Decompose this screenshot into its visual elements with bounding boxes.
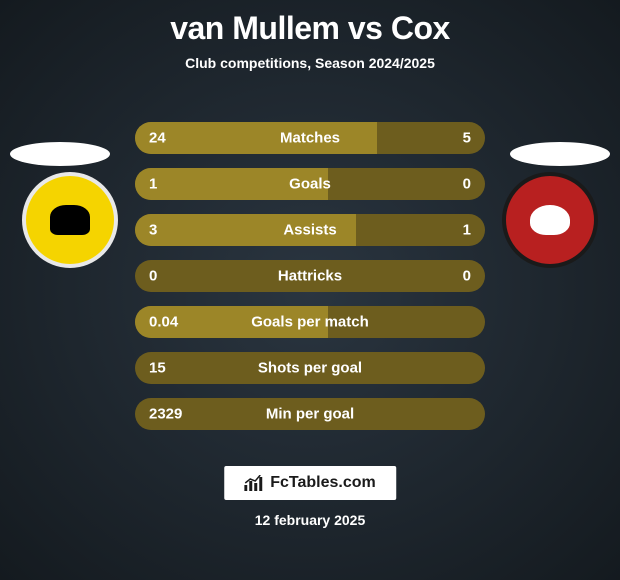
player-marker-left	[10, 142, 110, 166]
club-logo-right	[502, 172, 598, 268]
club-logo-left-shape	[50, 205, 90, 235]
stat-right-value: 0	[463, 268, 471, 285]
stat-label: Shots per goal	[258, 360, 362, 377]
stat-label: Hattricks	[278, 268, 342, 285]
club-logo-right-shape	[530, 205, 570, 235]
stat-left-value: 1	[149, 176, 157, 193]
stat-row: 3 Assists 1	[135, 214, 485, 246]
player-marker-right	[510, 142, 610, 166]
footer-date: 12 february 2025	[255, 512, 366, 528]
stat-bars: 24 Matches 5 1 Goals 0 3 Assists 1 0 Hat…	[135, 122, 485, 444]
stat-label: Assists	[283, 222, 336, 239]
page-title: van Mullem vs Cox	[0, 0, 620, 47]
chart-icon	[244, 475, 264, 491]
stat-row: 2329 Min per goal	[135, 398, 485, 430]
stat-row: 0 Hattricks 0	[135, 260, 485, 292]
stat-right-value: 0	[463, 176, 471, 193]
stat-label: Goals per match	[251, 314, 369, 331]
club-logo-left	[22, 172, 118, 268]
stat-label: Matches	[280, 130, 340, 147]
stat-row: 1 Goals 0	[135, 168, 485, 200]
stat-left-value: 24	[149, 130, 166, 147]
stat-left-value: 0.04	[149, 314, 178, 331]
stat-row: 15 Shots per goal	[135, 352, 485, 384]
stat-left-value: 3	[149, 222, 157, 239]
stat-label: Min per goal	[266, 406, 354, 423]
stat-label: Goals	[289, 176, 331, 193]
stat-right-value: 1	[463, 222, 471, 239]
stat-left-value: 2329	[149, 406, 182, 423]
stat-left-value: 0	[149, 268, 157, 285]
stat-fill	[135, 122, 377, 154]
page-subtitle: Club competitions, Season 2024/2025	[0, 55, 620, 71]
stat-row: 0.04 Goals per match	[135, 306, 485, 338]
stat-left-value: 15	[149, 360, 166, 377]
footer-brand-text: FcTables.com	[270, 474, 376, 492]
footer-brand: FcTables.com	[224, 466, 396, 500]
stat-row: 24 Matches 5	[135, 122, 485, 154]
stat-right-value: 5	[463, 130, 471, 147]
